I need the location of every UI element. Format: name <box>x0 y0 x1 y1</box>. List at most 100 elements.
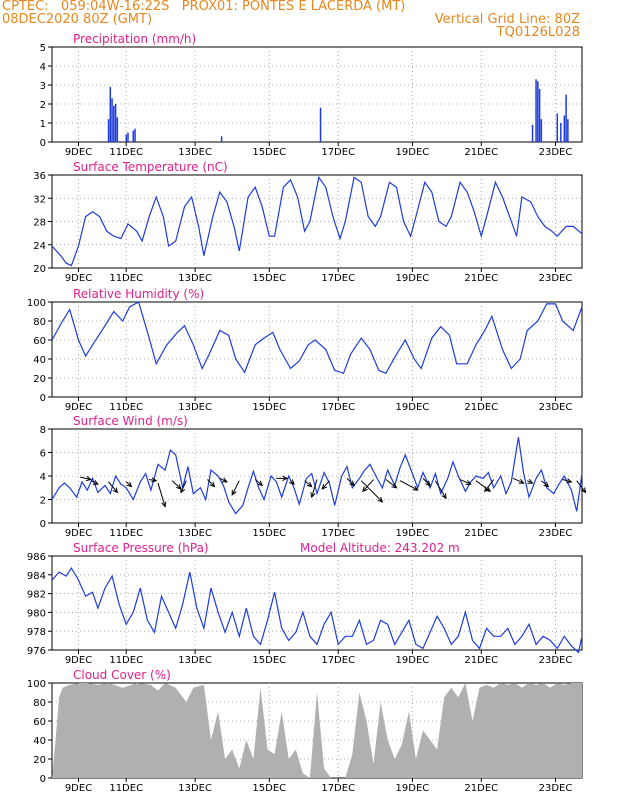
wind-arrow-head <box>425 480 431 487</box>
panel-cloud-ytick-label: 0 <box>40 774 46 785</box>
panel-rh-line <box>51 301 583 375</box>
panel-cloud-ytick-label: 100 <box>27 679 46 690</box>
wind-arrow-shaft <box>180 480 187 493</box>
wind-arrow-head <box>85 476 93 482</box>
run-date: 08DEC2020 80Z (GMT) <box>2 12 153 27</box>
wind-arrow-head <box>180 487 186 494</box>
precip-bar <box>540 119 543 142</box>
panel-wind-ytick-label: 6 <box>40 449 46 460</box>
wind-arrow-head <box>321 483 328 490</box>
panel-wind-xtick-label: 23DEC <box>539 528 573 539</box>
wind-arrow-shaft <box>459 479 471 485</box>
wind-arrow-head <box>543 481 550 488</box>
panel-precip-ytick-label: 1 <box>40 119 46 130</box>
panel-temp-ytick-label: 36 <box>33 171 46 182</box>
panel-pressure-ytick-label: 982 <box>27 590 46 601</box>
precip-bar <box>565 94 567 142</box>
panel-temp-xtick-label: 17DEC <box>321 273 355 284</box>
panel-wind-xtick-label: 9DEC <box>65 528 92 539</box>
wind-arrow-head <box>391 483 398 489</box>
panel-pressure-title: Surface Pressure (hPa) <box>73 541 209 555</box>
wind-arrow-shaft <box>207 479 215 487</box>
wind-arrow-shaft <box>541 480 549 487</box>
precip-bar <box>537 81 539 142</box>
panel-cloud-xtick-label: 19DEC <box>396 783 430 794</box>
precip-bar <box>116 117 119 142</box>
panel-cloud-xtick-label: 15DEC <box>252 783 286 794</box>
panel-rh-xtick-label: 15DEC <box>252 402 286 413</box>
panel-temp-xtick-label: 19DEC <box>396 273 430 284</box>
wind-arrow-shaft <box>576 480 586 493</box>
panel-rh-xtick-label: 11DEC <box>109 402 143 413</box>
panel-rh-xtick-label: 23DEC <box>539 402 573 413</box>
precip-bar <box>114 104 117 142</box>
wind-arrow-head <box>441 493 447 500</box>
wind-arrow-head <box>484 486 490 493</box>
wind-arrow-shaft <box>562 479 572 483</box>
panel-temp-line <box>51 175 583 267</box>
panel-temp-xtick-label: 21DEC <box>464 273 498 284</box>
panel-rh-xtick-label: 21DEC <box>464 402 498 413</box>
wind-arrow-shaft <box>385 479 397 489</box>
model-code: TQ0126L028 <box>496 25 580 40</box>
panel-pressure-xtick-label: 11DEC <box>109 655 143 666</box>
panel-precip-ytick-label: 3 <box>40 81 46 92</box>
precip-bar <box>109 86 112 142</box>
wind-arrow-shaft <box>346 477 355 486</box>
panel-precip-xtick-label: 21DEC <box>464 147 498 158</box>
precip-bar <box>560 123 562 142</box>
panel-cloud-xtick-label: 21DEC <box>464 783 498 794</box>
panel-wind-xtick-label: 13DEC <box>178 528 212 539</box>
wind-arrow-shaft <box>311 479 318 498</box>
wind-arrow-head <box>465 480 472 485</box>
panel-temp-xtick-label: 9DEC <box>65 273 92 284</box>
wind-arrow-head <box>221 477 228 483</box>
wind-arrow-head <box>566 478 573 484</box>
panel-precip-frame <box>51 46 583 143</box>
wind-arrow-shaft <box>399 480 418 491</box>
panel-temp-ytick-label: 20 <box>33 264 46 275</box>
panel-rh-ytick-label: 80 <box>33 317 46 328</box>
panel-wind-xtick-label: 19DEC <box>396 528 430 539</box>
panel-temp-title: Surface Temperature (nC) <box>73 160 228 174</box>
panel-precip-xtick-label: 19DEC <box>396 147 430 158</box>
precip-bar <box>111 98 113 142</box>
forecast-header: CPTEC: 059:04W-16:22S PROX01: PONTES E L… <box>0 0 618 48</box>
panel-pressure-xtick-label: 19DEC <box>396 655 430 666</box>
precip-bar <box>107 119 110 142</box>
wind-arrow-shaft <box>125 481 132 487</box>
grid-note: Vertical Grid Line: 80Z <box>434 12 580 27</box>
panel-pressure-xtick-label: 23DEC <box>539 655 573 666</box>
panel-precip-ytick-label: 2 <box>40 100 46 111</box>
panel-precip-xtick-label: 11DEC <box>109 147 143 158</box>
wind-arrow-shaft <box>434 480 447 499</box>
precip-bar <box>134 128 136 142</box>
panel-pressure-line <box>51 566 583 654</box>
panel-rh-title: Relative Humidity (%) <box>73 287 204 301</box>
panel-pressure-ytick-label: 978 <box>27 627 46 638</box>
panel-wind-xtick-label: 15DEC <box>252 528 286 539</box>
panel-rh-xtick-label: 9DEC <box>65 402 92 413</box>
precip-bar <box>127 132 129 142</box>
panel-pressure-ytick-label: 986 <box>27 552 46 563</box>
panel-wind-ytick-label: 2 <box>40 496 46 507</box>
wind-arrow-head <box>231 489 237 496</box>
panel-wind-xtick-label: 17DEC <box>321 528 355 539</box>
wind-arrow-shaft <box>422 477 431 486</box>
precip-bar <box>319 107 322 142</box>
panel-cloud-ytick-label: 40 <box>33 736 46 747</box>
panel-rh-xtick-label: 17DEC <box>321 402 355 413</box>
wind-arrow-shaft <box>149 479 157 482</box>
wind-arrow-shaft <box>321 480 330 490</box>
wind-arrow-head <box>306 481 313 488</box>
panel-pressure-xtick-label: 17DEC <box>321 655 355 666</box>
panel-wind-ytick-label: 4 <box>40 472 46 483</box>
panel-wind-line <box>51 437 583 515</box>
wind-arrow-shaft <box>80 476 91 481</box>
panel-cloud-xtick-label: 13DEC <box>178 783 212 794</box>
panel-pressure-frame <box>51 555 583 651</box>
panel-rh-ytick-label: 60 <box>33 336 46 347</box>
wind-arrow-shaft <box>219 477 228 483</box>
panel-precip-xtick-label: 9DEC <box>65 147 92 158</box>
